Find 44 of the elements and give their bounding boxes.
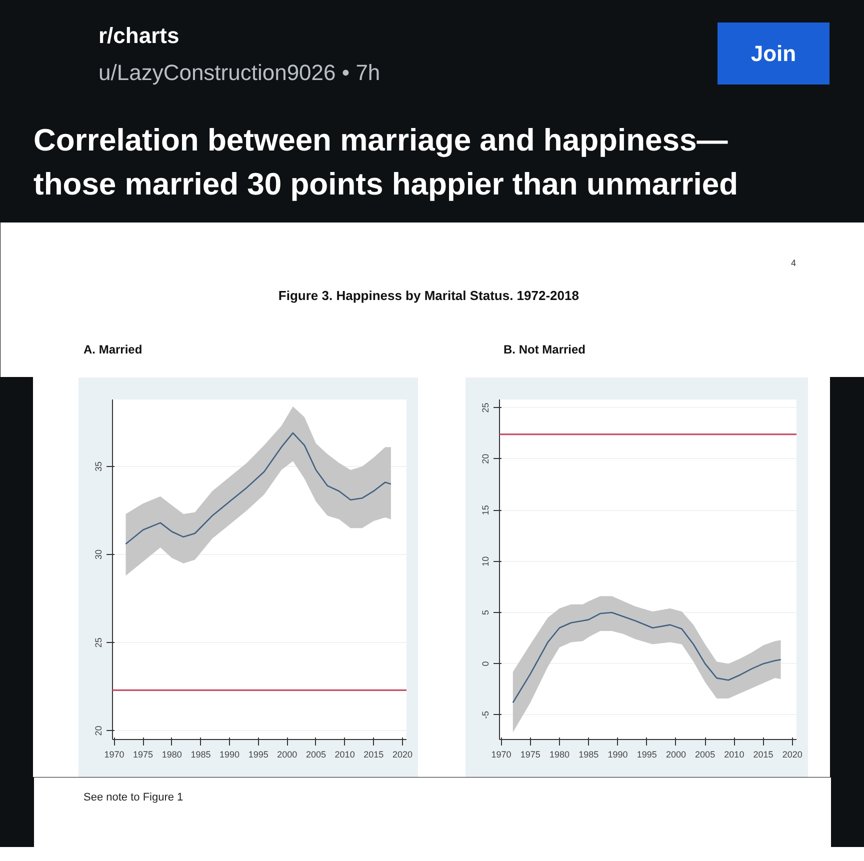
x-tick-label: 2005 bbox=[306, 750, 326, 760]
y-tick-label: 10 bbox=[480, 556, 490, 566]
x-tick-label: 1970 bbox=[491, 750, 512, 760]
x-tick-label: 1975 bbox=[520, 750, 540, 760]
text: Correlation between marriage and happiness— those married 30 points happier than unmarried bbox=[34, 122, 738, 202]
y-tick-label: 20 bbox=[94, 726, 104, 736]
x-tick-label: 1990 bbox=[608, 750, 628, 760]
x-tick-label: 1980 bbox=[549, 750, 570, 760]
x-tick-label: 1970 bbox=[104, 750, 124, 760]
x-tick-label: 2015 bbox=[364, 750, 384, 760]
x-tick-label: 2010 bbox=[334, 750, 355, 760]
chart-title: A. Married bbox=[84, 342, 142, 356]
x-tick-label: 2020 bbox=[782, 750, 802, 760]
x-tick-label: 1980 bbox=[162, 750, 182, 760]
x-tick-label: 1995 bbox=[248, 750, 268, 760]
x-tick-label: 2005 bbox=[695, 750, 716, 760]
text: r/charts bbox=[98, 23, 180, 48]
x-tick-label: 1975 bbox=[133, 750, 154, 760]
y-tick-label: 15 bbox=[480, 505, 490, 516]
y-tick-label: 5 bbox=[480, 610, 490, 616]
x-tick-label: 1985 bbox=[578, 750, 599, 760]
y-tick-label: 25 bbox=[94, 638, 104, 648]
x-tick-label: 2010 bbox=[724, 750, 744, 760]
text: Figure 3. Happiness by Marital Status. 1972-2018 bbox=[278, 288, 579, 303]
x-tick-label: 1985 bbox=[190, 750, 211, 760]
text: 4 bbox=[790, 258, 796, 268]
x-tick-label: 1995 bbox=[636, 750, 657, 760]
text: See note to Figure 1 bbox=[84, 792, 184, 804]
x-tick-label: 2000 bbox=[277, 750, 298, 760]
x-tick-label: 2015 bbox=[753, 750, 774, 760]
text: Join bbox=[750, 41, 796, 66]
x-tick-label: 1990 bbox=[220, 750, 240, 760]
x-tick-label: 2000 bbox=[666, 750, 686, 760]
line-series bbox=[512, 612, 782, 704]
x-tick-label: 2020 bbox=[392, 750, 412, 760]
y-tick-label: -5 bbox=[480, 710, 490, 719]
line-series bbox=[125, 432, 392, 545]
text: u/LazyConstruction9026 • 7h bbox=[98, 60, 380, 85]
y-tick-label: 25 bbox=[480, 402, 490, 413]
y-tick-label: 20 bbox=[480, 454, 490, 464]
chart-title: B. Not Married bbox=[504, 342, 586, 356]
y-tick-label: 30 bbox=[94, 550, 104, 560]
y-tick-label: 35 bbox=[94, 461, 104, 472]
y-tick-label: 0 bbox=[480, 661, 490, 666]
